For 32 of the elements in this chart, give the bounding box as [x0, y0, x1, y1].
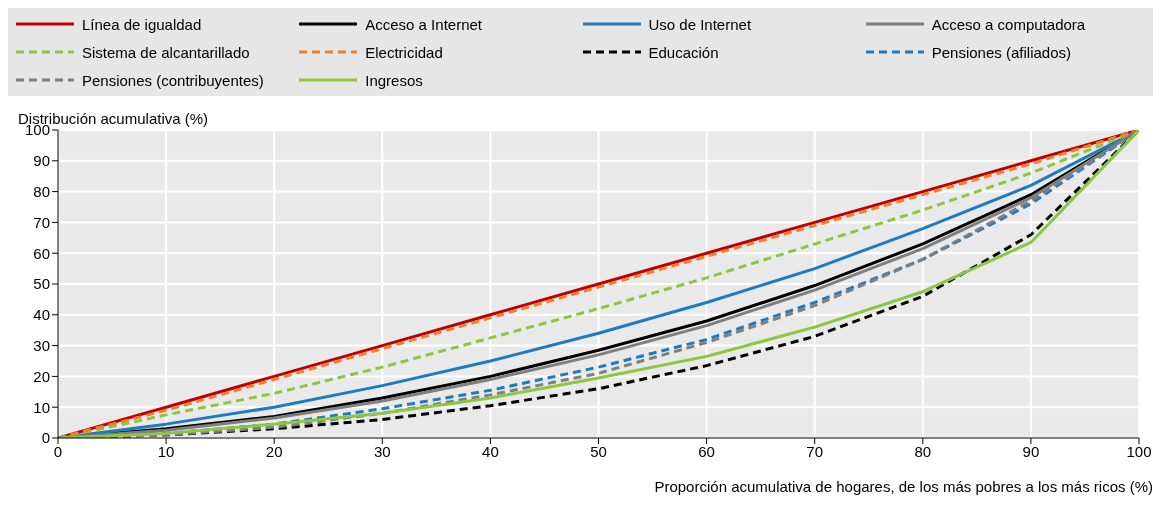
legend-label: Acceso a Internet	[365, 15, 482, 33]
y-tick-label: 80	[33, 182, 50, 200]
y-tick-label: 70	[33, 213, 50, 231]
y-tick-label: 20	[33, 367, 50, 385]
x-axis-title: Proporción acumulativa de hogares, de los más pobres a los más ricos (%)	[654, 478, 1153, 495]
x-tick-label: 80	[914, 442, 932, 460]
x-tick-label: 0	[53, 442, 63, 460]
x-tick-label: 90	[1022, 442, 1040, 460]
y-tick-label: 50	[33, 275, 50, 293]
x-tick-label: 70	[806, 442, 824, 460]
legend-label: Educación	[648, 43, 719, 61]
x-tick-label: 40	[482, 442, 499, 460]
x-tick-label: 10	[157, 442, 175, 460]
x-tick-label: 20	[265, 442, 283, 460]
legend-label: Acceso a computadora	[931, 15, 1086, 33]
legend-label: Electricidad	[365, 43, 443, 61]
x-tick-label: 30	[373, 442, 391, 460]
legend-label: Pensiones (contribuyentes)	[82, 71, 264, 89]
y-tick-label: 0	[41, 429, 50, 447]
x-tick-label: 100	[1126, 442, 1152, 460]
y-tick-label: 40	[33, 306, 50, 324]
y-tick-label: 30	[33, 336, 50, 354]
legend-label: Ingresos	[365, 71, 423, 89]
legend-label: Uso de Internet	[648, 15, 752, 33]
y-tick-label: 60	[33, 244, 50, 262]
legend-label: Sistema de alcantarillado	[82, 43, 250, 61]
legend-label: Línea de igualdad	[82, 15, 202, 33]
x-tick-label: 50	[590, 442, 607, 460]
y-tick-label: 10	[33, 398, 50, 416]
x-tick-label: 60	[698, 442, 715, 460]
legend-label: Pensiones (afiliados)	[931, 43, 1071, 61]
y-tick-label: 90	[33, 152, 50, 170]
